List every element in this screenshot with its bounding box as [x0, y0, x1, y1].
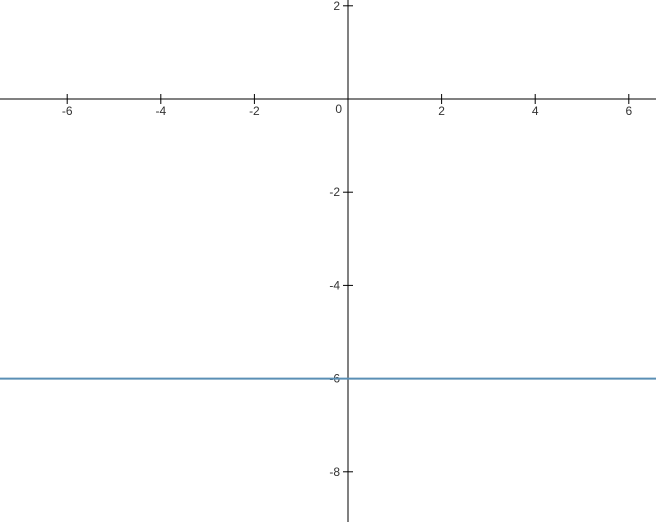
x-tick-label: -4: [155, 104, 166, 118]
y-tick-label: -8: [329, 465, 340, 479]
y-tick-label: -4: [329, 278, 340, 292]
chart-background: [0, 0, 656, 522]
x-tick-label: 2: [438, 104, 445, 118]
x-tick-label: 4: [532, 104, 539, 118]
origin-label: 0: [335, 102, 342, 116]
y-tick-label: -2: [329, 185, 340, 199]
chart-container: -6-4-202462-2-4-6-8: [0, 0, 656, 522]
x-tick-label: -2: [249, 104, 260, 118]
y-tick-label: 2: [333, 0, 340, 13]
x-tick-label: 6: [625, 104, 632, 118]
chart-svg: -6-4-202462-2-4-6-8: [0, 0, 656, 522]
x-tick-label: -6: [62, 104, 73, 118]
